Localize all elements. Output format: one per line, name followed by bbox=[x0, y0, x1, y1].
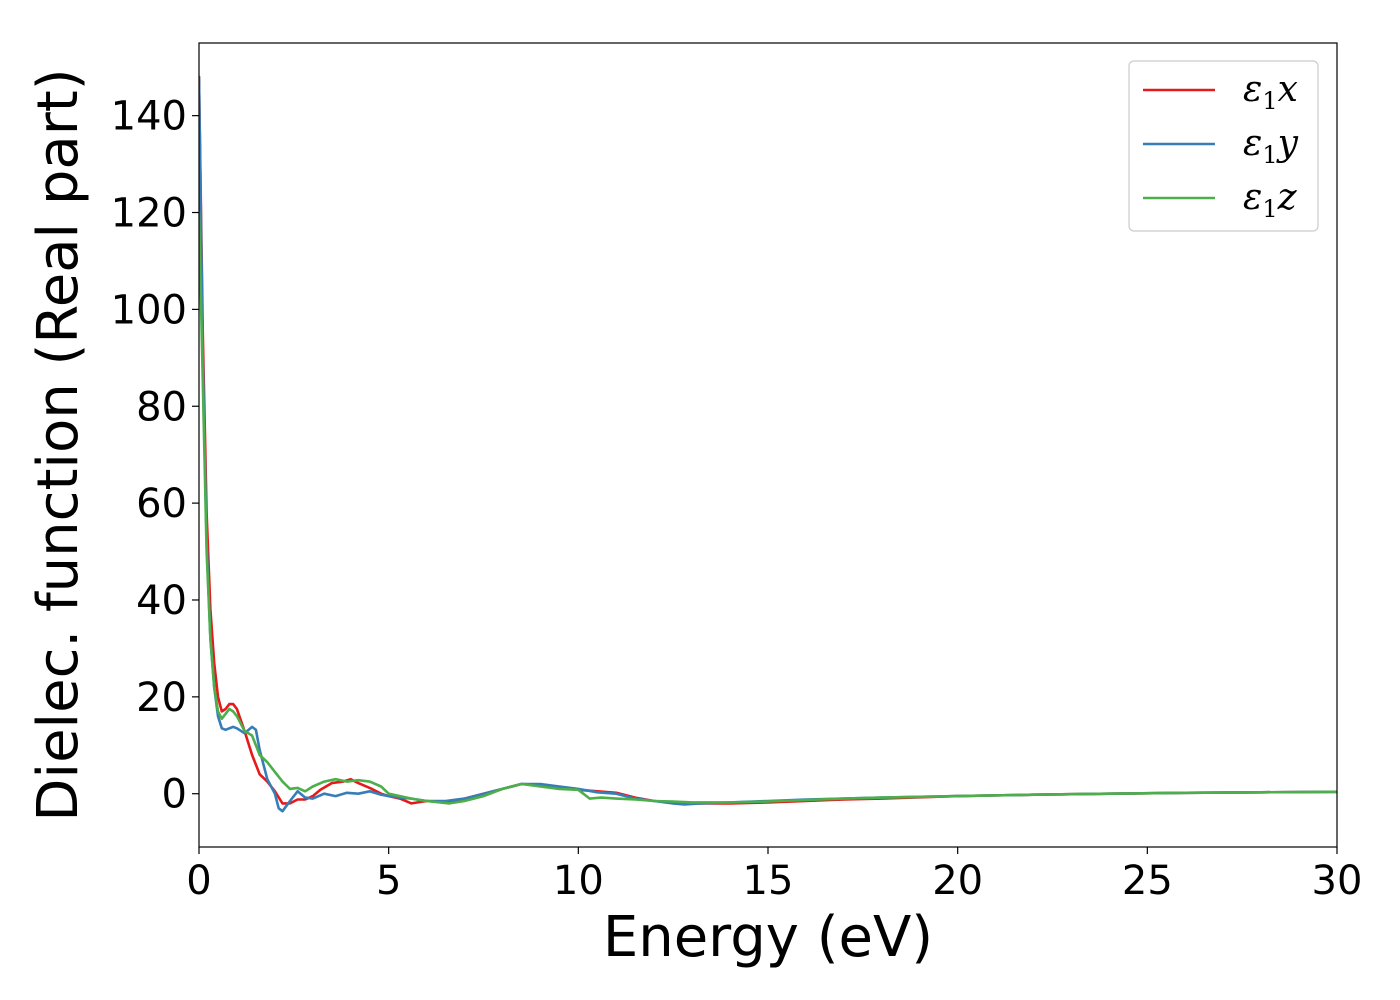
series-layer bbox=[199, 75, 1337, 813]
x-tick-label: 20 bbox=[932, 858, 983, 904]
x-tick-label: 5 bbox=[376, 858, 401, 904]
y-tick-label: 100 bbox=[111, 287, 187, 333]
y-axis: 0 20 40 60 80 100 120 140 bbox=[111, 94, 199, 818]
x-tick-label: 25 bbox=[1122, 858, 1173, 904]
legend-label-z: ε1z bbox=[1243, 177, 1298, 223]
x-axis-title: Energy (eV) bbox=[603, 905, 933, 970]
x-tick-label: 30 bbox=[1312, 858, 1363, 904]
y-tick-label: 80 bbox=[136, 384, 187, 430]
y-tick-label: 40 bbox=[136, 578, 187, 624]
x-axis: 0 5 10 15 20 25 30 bbox=[186, 847, 1362, 904]
y-tick-label: 120 bbox=[111, 191, 187, 237]
x-tick-label: 0 bbox=[186, 858, 211, 904]
y-tick-label: 60 bbox=[136, 481, 187, 527]
y-axis-title: Dielec. function (Real part) bbox=[26, 68, 91, 821]
y-tick-label: 0 bbox=[162, 772, 187, 818]
x-tick-label: 15 bbox=[743, 858, 794, 904]
y-tick-label: 20 bbox=[136, 675, 187, 721]
x-tick-label: 10 bbox=[553, 858, 604, 904]
legend-box bbox=[1128, 60, 1319, 232]
series-line-z bbox=[199, 211, 1337, 805]
legend-label-x: ε1x bbox=[1243, 69, 1298, 115]
y-tick-label: 140 bbox=[111, 94, 187, 140]
legend-label-y: ε1y bbox=[1243, 123, 1299, 169]
legend[interactable]: ε1x ε1y ε1z bbox=[1128, 60, 1319, 232]
